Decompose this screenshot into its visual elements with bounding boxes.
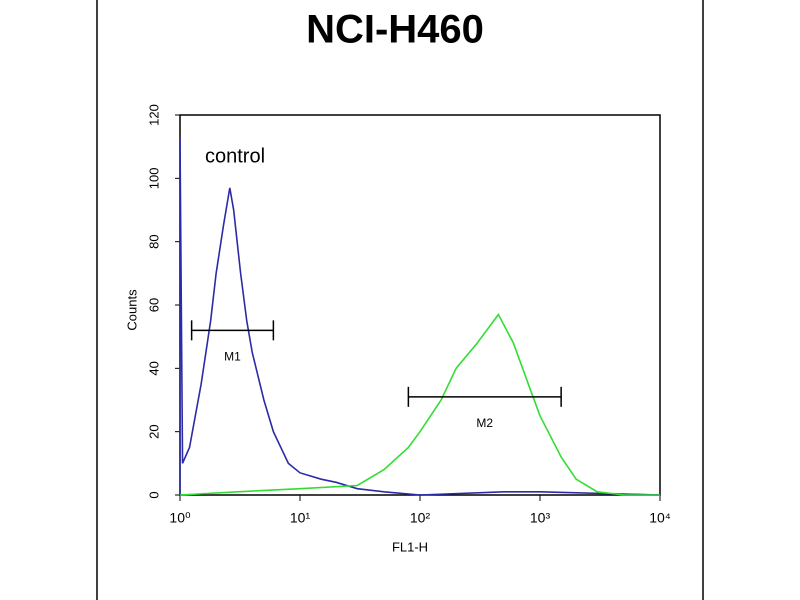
x-tick-label: 10⁴ [649,510,671,526]
y-tick-label: 80 [146,234,161,248]
x-axis-label: FL1-H [392,539,428,554]
series-line [179,137,661,496]
marker-label: M1 [224,350,241,364]
series-line [179,313,660,496]
y-tick-label: 20 [146,424,161,438]
x-tick-label: 10¹ [290,510,311,526]
plot-frame [179,114,661,496]
x-tick-label: 10² [410,510,431,526]
y-tick-label: 60 [146,298,161,312]
series-label: control [205,145,265,167]
y-tick-label: 120 [146,104,161,126]
y-tick-label: 0 [146,491,161,498]
x-tick-label: 10⁰ [169,510,191,526]
y-axis-label: Counts [124,289,139,331]
y-tick-label: 100 [146,167,161,189]
chart-title: NCI-H460 [306,8,484,52]
marker-label: M2 [476,416,493,430]
y-tick-label: 40 [146,361,161,375]
x-tick-label: 10³ [530,510,551,526]
